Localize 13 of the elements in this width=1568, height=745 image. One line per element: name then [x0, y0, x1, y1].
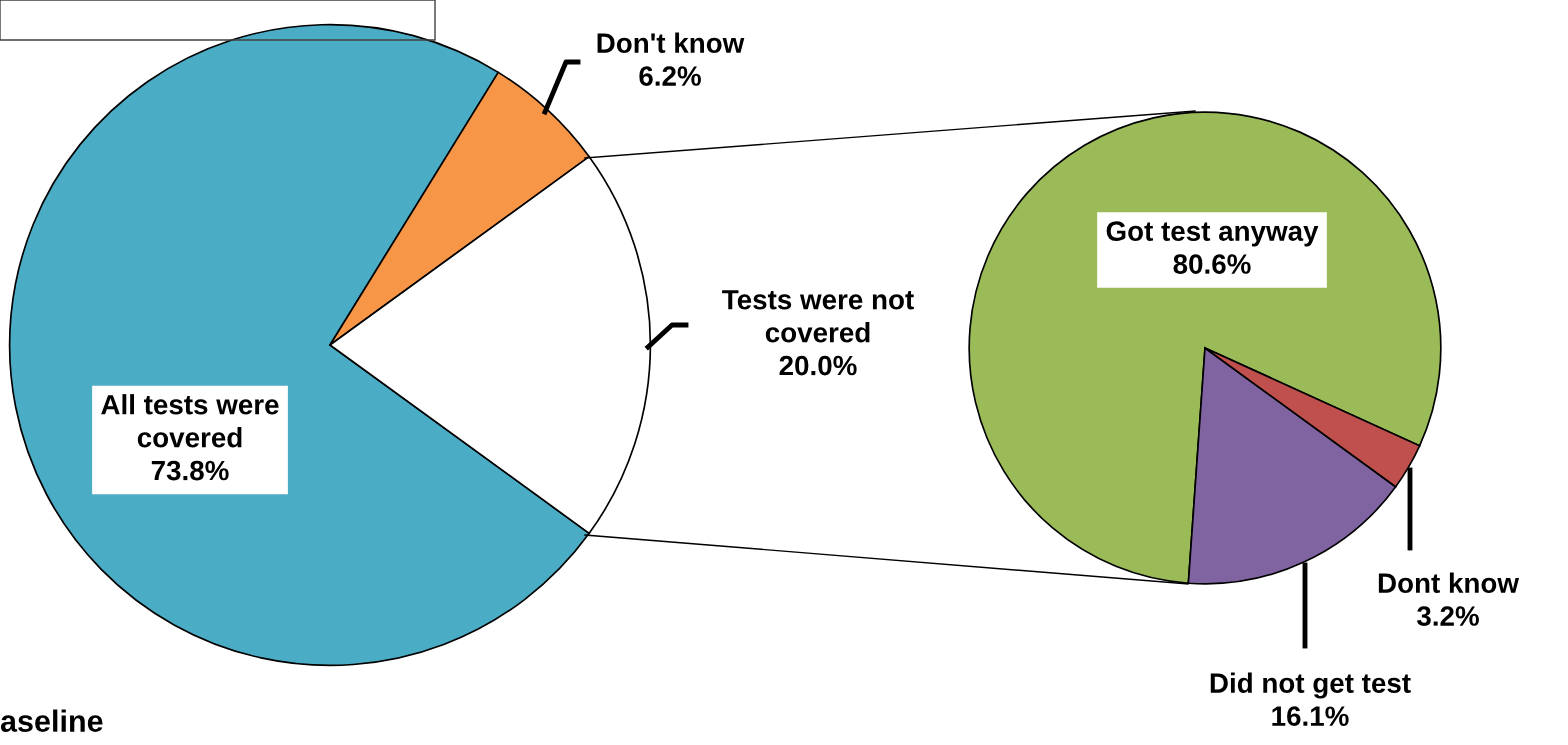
data-label: 3.2% [1416, 606, 1479, 626]
slice-label: Don't know [597, 32, 745, 53]
text: aseline [0, 709, 103, 732]
data-label: 20.0% [779, 355, 857, 376]
data-label: 16.1% [1272, 706, 1349, 726]
slice-label: Got test anyway [1106, 221, 1319, 247]
slice-label: Did not get test [1210, 672, 1411, 699]
slice-label: Tests were not covered [722, 290, 914, 343]
slice-label: All tests were covered [101, 394, 279, 448]
data-label: 73.8% [151, 460, 229, 481]
slice-label: Dont know [1378, 572, 1520, 593]
data-label: 80.6% [1173, 254, 1251, 274]
data-label: 6.2% [639, 66, 701, 86]
